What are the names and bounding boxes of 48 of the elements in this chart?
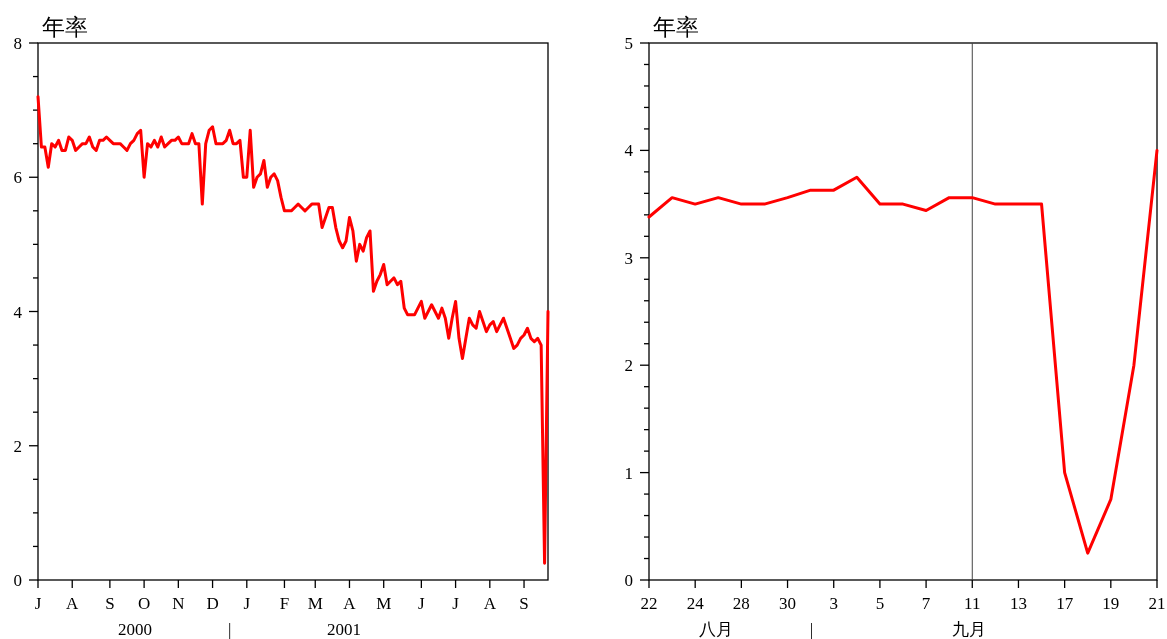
line-series [647, 148, 1159, 555]
y-tick-label: 3 [624, 248, 633, 268]
x-tick-label: 30 [779, 594, 797, 613]
x-tick-label: J [452, 594, 460, 613]
y-tick-label: 0 [624, 571, 633, 590]
y-tick-label: 2 [624, 356, 633, 376]
text: 九月 [952, 620, 987, 639]
y-tick-label: 5 [624, 34, 633, 53]
text: 2001 [327, 620, 361, 639]
x-tick-label: 24 [686, 594, 705, 613]
text: 2000 [117, 620, 152, 639]
x-tick-label: 5 [875, 594, 885, 613]
y-tick-label: 6 [13, 168, 22, 188]
x-tick-label: 17 [1056, 594, 1074, 613]
x-tick-label: M [376, 594, 392, 613]
y-tick-label: 4 [624, 141, 634, 161]
y-axis-title: 年率 [653, 15, 699, 40]
x-tick-label: A [66, 594, 80, 613]
x-tick-label: 22 [640, 594, 658, 613]
y-tick-label: 2 [13, 436, 22, 456]
x-tick-label: 3 [829, 594, 838, 613]
x-tick-label: M [307, 594, 323, 613]
x-tick-label: 11 [964, 594, 981, 613]
x-tick-label: A [343, 594, 357, 613]
x-tick-label: 19 [1102, 594, 1120, 613]
x-tick-label: S [519, 594, 529, 613]
y-tick-label: 4 [13, 302, 23, 322]
y-tick-label: 8 [13, 34, 22, 53]
text: | [809, 620, 814, 639]
x-tick-label: N [172, 594, 185, 613]
x-tick-label: J [418, 594, 426, 613]
y-axis-title: 年率 [42, 15, 88, 40]
x-tick-label: F [279, 594, 290, 613]
x-tick-label: A [483, 594, 497, 613]
x-tick-label: O [137, 594, 151, 613]
y-tick-label: 1 [624, 463, 633, 483]
y-tick-label: 0 [13, 571, 22, 590]
x-tick-label: S [105, 594, 115, 613]
x-tick-label: 7 [921, 594, 931, 613]
text: | [228, 620, 232, 639]
line-series [36, 95, 550, 565]
x-tick-label: 28 [732, 594, 750, 613]
x-tick-label: J [243, 594, 251, 613]
x-tick-label: 21 [1148, 594, 1166, 613]
x-tick-label: 13 [1009, 594, 1027, 613]
text: 八月 [699, 620, 734, 639]
x-tick-label: D [206, 594, 219, 613]
x-tick-label: J [34, 594, 42, 613]
